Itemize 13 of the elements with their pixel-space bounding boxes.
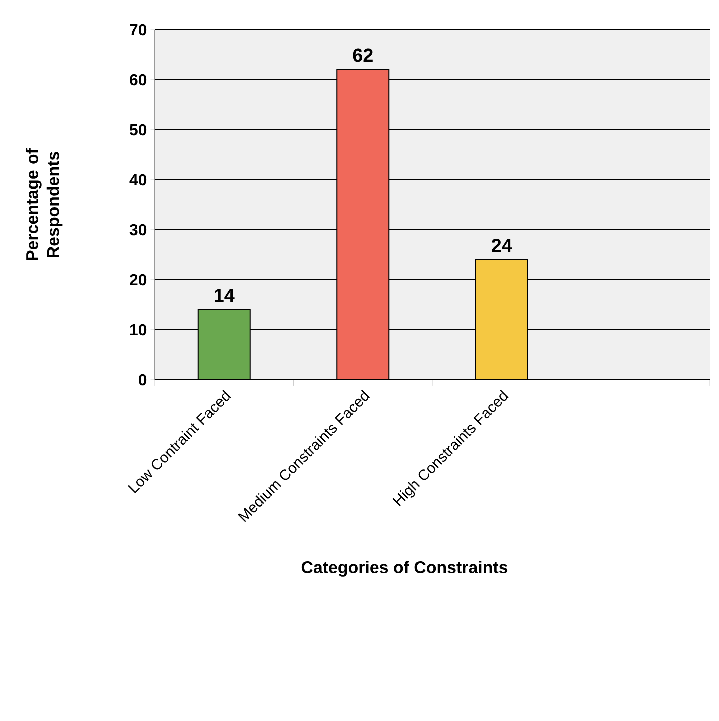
y-tick-label: 70 — [130, 24, 147, 36]
data-label: 14 — [215, 289, 235, 302]
y-axis-title: Percentage of Respondents — [26, 148, 63, 260]
x-axis-title: Categories of Constraints — [302, 561, 508, 577]
data-label: 24 — [492, 238, 512, 252]
data-label: 62 — [353, 48, 373, 62]
y-tick-label: 0 — [138, 374, 147, 386]
y-tick-label: 60 — [130, 74, 147, 86]
y-tick-label: 40 — [130, 174, 147, 186]
y-tick-label: 30 — [130, 224, 147, 236]
y-tick-label: 20 — [130, 274, 147, 286]
y-tick-label: 50 — [130, 124, 147, 136]
y-tick-label: 10 — [130, 324, 147, 336]
